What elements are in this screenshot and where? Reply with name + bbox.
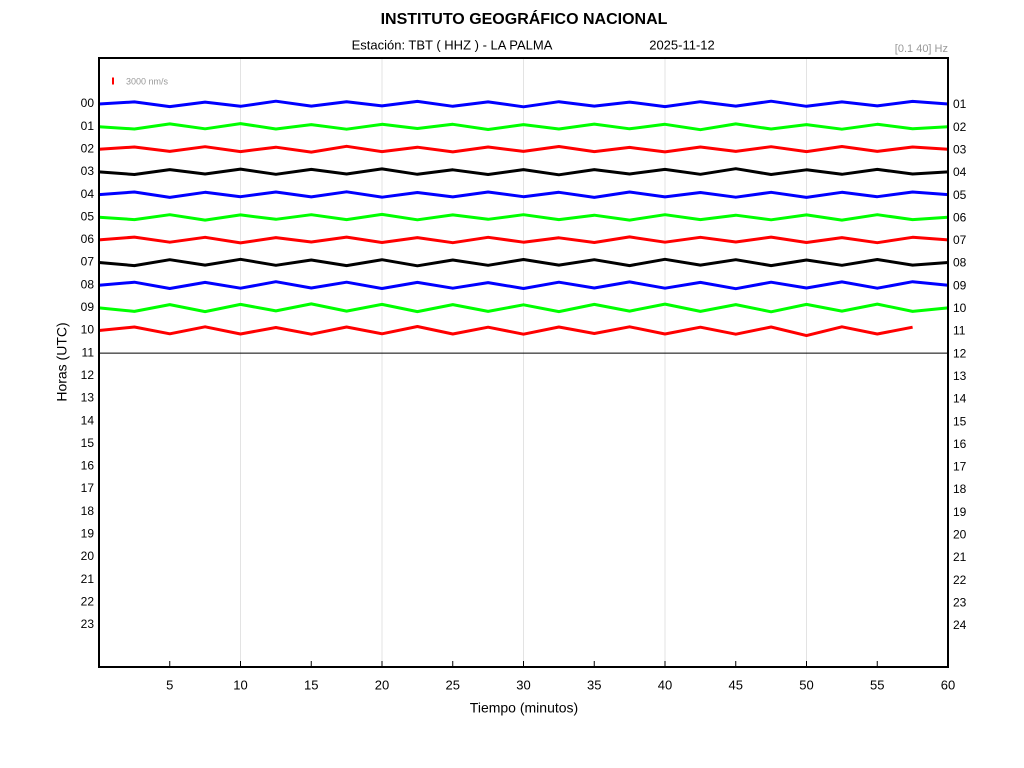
- row-label-right: 16: [953, 437, 967, 451]
- row-label-left: 03: [81, 164, 95, 178]
- scale-label: 3000 nm/s: [126, 76, 169, 86]
- row-label-left: 09: [81, 300, 95, 314]
- row-label-left: 01: [81, 119, 95, 133]
- row-label-right: 09: [953, 278, 967, 292]
- trace: [98, 280, 949, 291]
- trace: [98, 190, 949, 199]
- date: 2025-11-12: [649, 37, 715, 52]
- row-label-left: 10: [81, 323, 95, 337]
- station: Estación: TBT ( HHZ ) - LA PALMA: [352, 37, 553, 52]
- y-axis-label: Horas (UTC): [54, 322, 70, 401]
- row-label-left: 14: [81, 413, 95, 427]
- trace: [98, 235, 949, 245]
- chart-title: INSTITUTO GEOGRÁFICO NACIONAL: [381, 9, 668, 28]
- row-label-right: 17: [953, 460, 967, 474]
- row-label-right: 08: [953, 256, 967, 270]
- row-label-left: 11: [82, 345, 95, 359]
- trace: [98, 122, 949, 132]
- row-label-left: 07: [81, 255, 95, 269]
- trace: [98, 99, 949, 109]
- row-label-left: 15: [81, 436, 95, 450]
- row-label-right: 18: [953, 482, 967, 496]
- row-label-right: 22: [953, 573, 967, 587]
- row-label-left: 06: [81, 232, 95, 246]
- trace: [98, 212, 949, 222]
- filter: [0.1 40] Hz: [895, 43, 948, 55]
- row-label-right: 21: [953, 550, 967, 564]
- row-label-right: 04: [953, 165, 967, 179]
- x-tick-label: 35: [587, 677, 601, 692]
- row-label-left: 04: [81, 187, 95, 201]
- x-tick-label: 40: [658, 677, 672, 692]
- row-label-right: 24: [953, 618, 967, 632]
- row-label-right: 13: [953, 369, 967, 383]
- x-tick-label: 5: [166, 677, 173, 692]
- row-label-right: 02: [953, 120, 967, 134]
- row-label-right: 14: [953, 392, 967, 406]
- row-label-right: 03: [953, 142, 967, 156]
- x-axis-label: Tiempo (minutos): [470, 700, 578, 716]
- row-label-right: 12: [953, 346, 967, 360]
- row-label-left: 13: [81, 391, 95, 405]
- x-tick-label: 30: [516, 677, 530, 692]
- row-label-right: 05: [953, 188, 967, 202]
- row-label-left: 12: [81, 368, 95, 382]
- row-label-right: 15: [953, 414, 967, 428]
- scale-bar: [112, 77, 114, 85]
- x-tick-label: 10: [233, 677, 247, 692]
- x-tick-label: 50: [799, 677, 813, 692]
- trace: [98, 144, 949, 154]
- trace: [98, 302, 949, 314]
- row-label-left: 22: [81, 594, 95, 608]
- x-tick-label: 45: [729, 677, 743, 692]
- row-label-left: 23: [81, 617, 95, 631]
- row-label-left: 08: [81, 277, 95, 291]
- row-label-left: 21: [81, 572, 95, 586]
- trace: [98, 325, 913, 338]
- trace: [98, 257, 949, 268]
- row-label-left: 16: [81, 459, 95, 473]
- row-label-right: 19: [953, 505, 967, 519]
- row-label-right: 20: [953, 528, 967, 542]
- plot-frame: [98, 57, 949, 668]
- row-label-right: 06: [953, 210, 967, 224]
- row-label-left: 18: [81, 504, 95, 518]
- x-tick-label: 60: [941, 677, 955, 692]
- row-label-right: 07: [953, 233, 967, 247]
- row-label-left: 02: [81, 141, 95, 155]
- row-label-right: 11: [953, 324, 966, 338]
- x-tick-label: 55: [870, 677, 884, 692]
- x-tick-label: 20: [375, 677, 389, 692]
- row-label-left: 05: [81, 209, 95, 223]
- x-tick-label: 25: [446, 677, 460, 692]
- row-label-left: 00: [81, 96, 95, 110]
- x-tick-label: 15: [304, 677, 318, 692]
- row-label-left: 19: [81, 527, 95, 541]
- row-label-right: 10: [953, 301, 967, 315]
- row-label-right: 23: [953, 595, 967, 609]
- row-label-right: 01: [953, 97, 967, 111]
- row-label-left: 17: [81, 481, 95, 495]
- row-label-left: 20: [81, 549, 95, 563]
- trace: [98, 167, 949, 177]
